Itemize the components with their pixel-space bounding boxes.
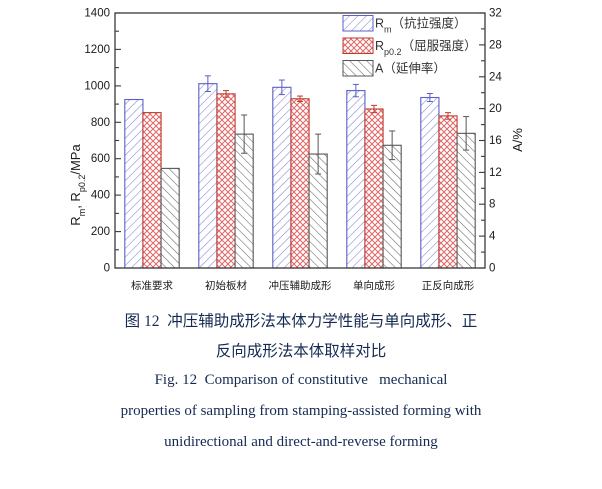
svg-text:12: 12 bbox=[489, 167, 502, 179]
svg-text:Rp0.2（屈服强度）: Rp0.2（屈服强度） bbox=[375, 38, 477, 57]
svg-text:Rm（抗拉强度）: Rm（抗拉强度） bbox=[375, 16, 467, 35]
svg-text:Rm, Rp0.2/MPa: Rm, Rp0.2/MPa bbox=[68, 144, 87, 226]
svg-text:0: 0 bbox=[104, 263, 110, 275]
svg-text:1400: 1400 bbox=[84, 8, 110, 20]
svg-text:A（延伸率）: A（延伸率） bbox=[375, 61, 446, 76]
svg-text:200: 200 bbox=[91, 226, 110, 238]
svg-text:16: 16 bbox=[489, 135, 502, 147]
svg-text:初始板材: 初始板材 bbox=[205, 279, 247, 290]
svg-text:20: 20 bbox=[489, 103, 502, 115]
svg-text:400: 400 bbox=[91, 190, 110, 202]
svg-text:800: 800 bbox=[91, 117, 110, 129]
svg-text:24: 24 bbox=[489, 71, 502, 83]
svg-text:1000: 1000 bbox=[84, 80, 110, 92]
svg-text:单向成形: 单向成形 bbox=[353, 279, 395, 290]
svg-text:8: 8 bbox=[489, 199, 495, 211]
svg-text:28: 28 bbox=[489, 39, 502, 51]
svg-text:正反向成形: 正反向成形 bbox=[422, 279, 475, 290]
svg-text:0: 0 bbox=[489, 263, 495, 275]
svg-text:标准要求: 标准要求 bbox=[131, 280, 173, 290]
svg-text:4: 4 bbox=[489, 231, 496, 243]
svg-text:A/%: A/% bbox=[510, 128, 525, 152]
svg-text:1200: 1200 bbox=[84, 44, 110, 56]
svg-text:32: 32 bbox=[489, 8, 502, 20]
svg-text:冲压辅助成形: 冲压辅助成形 bbox=[269, 279, 332, 290]
svg-text:600: 600 bbox=[91, 153, 110, 165]
